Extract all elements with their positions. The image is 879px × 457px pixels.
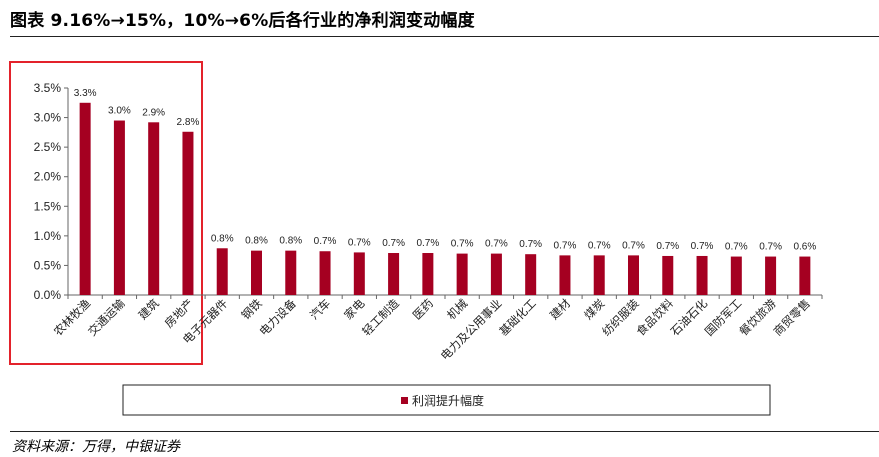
x-tick-label: 煤炭: [581, 296, 607, 322]
x-tick-label: 食品饮料: [633, 296, 676, 339]
x-tick-label: 机械: [444, 296, 471, 323]
bar: [559, 255, 571, 295]
bar-series: [79, 102, 811, 296]
data-label: 0.7%: [348, 237, 371, 248]
y-tick-label: 2.5%: [34, 140, 62, 154]
x-tick-label: 家电: [341, 296, 368, 323]
y-tick-label: 1.0%: [34, 229, 62, 243]
bar: [148, 122, 160, 295]
bar: [319, 251, 331, 295]
y-tick-label: 1.5%: [34, 199, 62, 213]
source-note: 资料来源：万得，中银证券: [12, 439, 180, 455]
x-tick-label: 建筑: [136, 296, 163, 323]
title-rule: [10, 36, 879, 37]
data-label: 0.7%: [519, 239, 542, 250]
y-tick-label: 2.0%: [34, 170, 62, 184]
bar: [525, 254, 537, 295]
bar: [490, 253, 502, 295]
bar: [730, 256, 742, 295]
data-label: 0.7%: [622, 240, 645, 251]
data-label: 3.0%: [108, 106, 131, 117]
x-tick-label: 电力设备: [256, 296, 299, 339]
y-tick-label: 0.5%: [34, 258, 62, 272]
bar-chart: 0.0% 0.5% 1.0% 1.5% 2.0% 2.5% 3.0% 3.5% 3.3% 3.0…: [9, 61, 823, 416]
x-tick-label: 纺织服装: [599, 296, 642, 339]
bar: [251, 250, 262, 295]
legend: 利润提升幅度: [122, 384, 771, 416]
data-label: 3.3%: [74, 88, 97, 99]
bar: [765, 256, 777, 295]
bar: [182, 131, 194, 295]
x-tick-label: 医药: [410, 296, 436, 322]
data-label: 0.7%: [656, 241, 679, 252]
data-label: 2.9%: [142, 107, 165, 118]
legend-box: [122, 384, 771, 416]
data-label: 0.8%: [245, 236, 268, 247]
x-tick-label: 国防军工: [702, 296, 744, 338]
x-tick-label: 基础化工: [496, 296, 538, 338]
x-tick-label: 建材: [547, 296, 574, 323]
x-tick-label: 餐饮旅游: [736, 296, 779, 339]
bar: [593, 255, 605, 295]
data-labels: 3.3% 3.0% 2.9% 2.8% 0.8% 0.8% 0.8% 0.7% 0.7% 0.7%…: [74, 88, 817, 253]
bar: [285, 250, 297, 295]
data-label: 0.8%: [211, 233, 234, 244]
x-tick-label: 交通运输: [85, 296, 128, 339]
x-tick-label: 钢铁: [238, 296, 265, 323]
data-label: 0.7%: [451, 239, 474, 250]
x-tick-label: 汽车: [307, 296, 333, 322]
data-label: 0.7%: [314, 236, 337, 247]
y-axis: 0.0% 0.5% 1.0% 1.5% 2.0% 2.5% 3.0% 3.5%: [34, 81, 822, 302]
x-tick-label: 农林牧渔: [51, 296, 93, 338]
bar: [113, 120, 125, 296]
y-tick-label: 0.0%: [34, 288, 62, 302]
bar: [388, 253, 400, 295]
legend-label: 利润提升幅度: [412, 393, 484, 408]
bar: [422, 253, 434, 295]
data-label: 0.7%: [416, 238, 439, 249]
y-tick-label: 3.0%: [34, 111, 62, 125]
data-label: 0.7%: [554, 240, 577, 251]
data-label: 0.7%: [485, 239, 508, 250]
data-label: 0.7%: [588, 240, 611, 251]
bar: [628, 255, 639, 295]
data-label: 0.7%: [759, 242, 782, 253]
x-tick-label: 商贸零售: [771, 296, 813, 338]
bar: [353, 252, 365, 295]
bar: [456, 253, 468, 295]
source-rule: [10, 431, 879, 432]
data-label: 0.8%: [279, 236, 302, 247]
legend-swatch: [401, 397, 408, 404]
y-tick-label: 3.5%: [34, 81, 62, 95]
bar: [662, 255, 674, 295]
data-label: 2.8%: [177, 117, 200, 128]
data-label: 0.6%: [793, 242, 816, 253]
data-label: 0.7%: [725, 242, 748, 253]
highlight-box: [9, 61, 203, 365]
figure-title: 图表 9.16%→15%，10%→6%后各行业的净利润变动幅度: [10, 11, 475, 31]
data-label: 0.7%: [691, 241, 714, 252]
x-tick-label: 电力及公用事业: [438, 296, 505, 363]
bar: [696, 255, 708, 295]
x-tick-label: 轻工制造: [359, 296, 402, 339]
data-label: 0.7%: [382, 238, 405, 249]
bar: [79, 102, 91, 296]
bar: [216, 248, 228, 295]
x-tick-label: 石油石化: [668, 296, 711, 339]
bar: [799, 256, 811, 295]
